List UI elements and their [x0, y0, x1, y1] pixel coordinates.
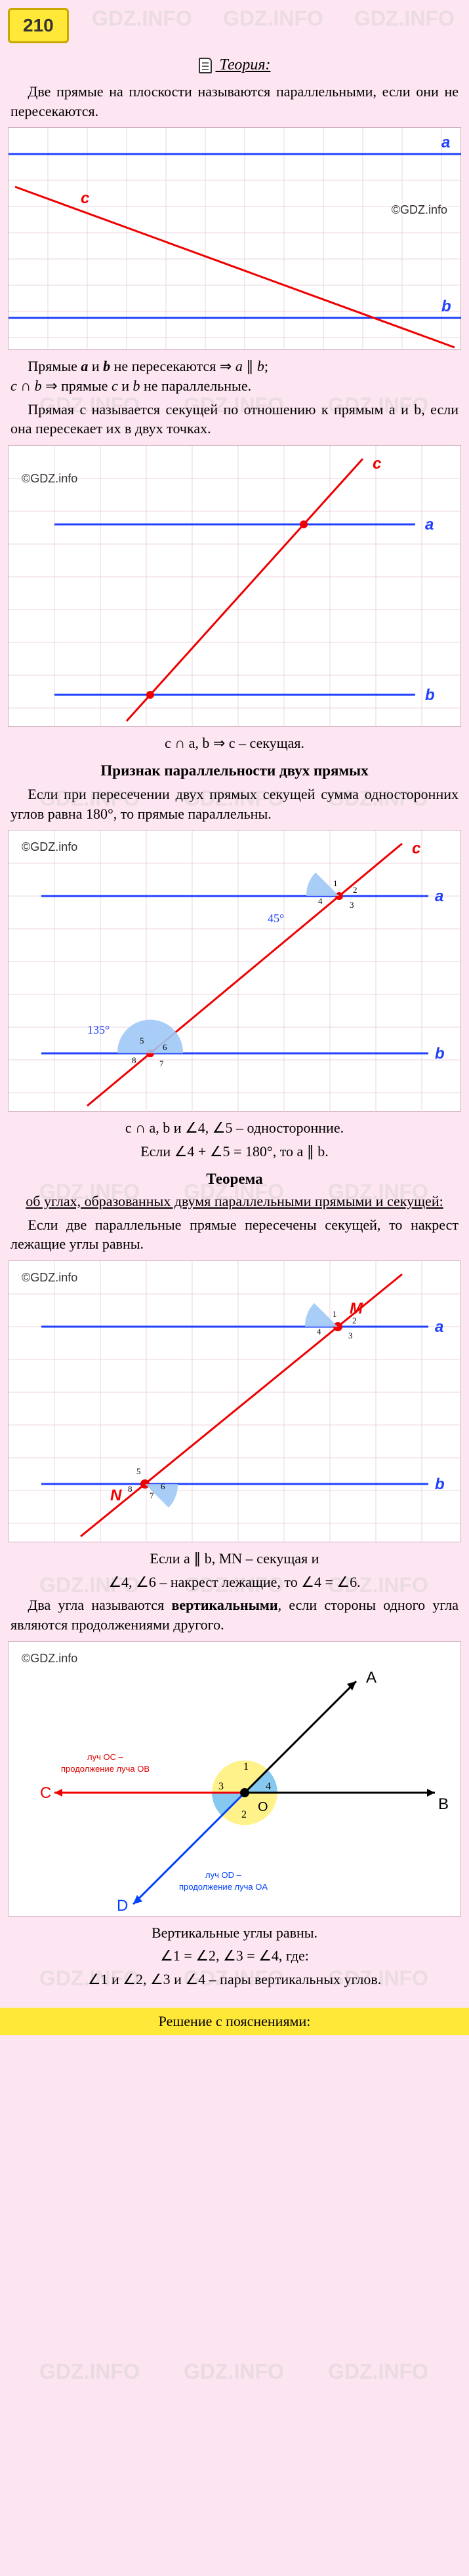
svg-text:b: b [435, 1045, 445, 1063]
label-c: c [81, 189, 89, 207]
theory-heading: Теория: [8, 56, 461, 74]
section-theorem: Теорема [8, 1171, 461, 1188]
label-a: a [425, 516, 434, 534]
svg-text:3: 3 [218, 1781, 224, 1792]
paragraph-secant-result: c ∩ a, b ⇒ c – секущая. [10, 733, 459, 753]
label-b: b [441, 298, 451, 315]
label-b: b [425, 686, 435, 704]
copyright: ©GDZ.info [22, 840, 77, 854]
paragraph-notparallel: Прямые a и b не пересекаются ⇒ a ∥ b; c … [10, 357, 459, 395]
diagram-parallel-lines: a b c ©GDZ.info [8, 127, 461, 350]
watermark: GDZ.INFO [184, 2360, 284, 2384]
ray-text: продолжение луча OB [61, 1764, 150, 1774]
paragraph-vert-equal: Вертикальные углы равны. [10, 1923, 459, 1943]
copyright: ©GDZ.info [392, 203, 447, 217]
label-M: M [350, 1300, 363, 1317]
svg-text:a: a [435, 1318, 443, 1336]
svg-text:a: a [435, 888, 443, 905]
ray-text: луч OC – [87, 1752, 124, 1762]
svg-text:c: c [412, 840, 420, 857]
ray-text: продолжение луча OA [179, 1882, 268, 1892]
label-B: B [438, 1795, 449, 1813]
section-parallelism: Признак параллельности двух прямых [8, 762, 461, 779]
paragraph-theorem: Если две параллельные прямые пересечены … [10, 1215, 459, 1254]
svg-text:3: 3 [350, 900, 354, 910]
svg-text:2: 2 [353, 885, 357, 895]
paragraph-definition: Две прямые на плоскости называются парал… [10, 82, 459, 121]
copyright: ©GDZ.info [22, 1652, 77, 1666]
svg-text:1: 1 [243, 1761, 249, 1772]
label-D: D [117, 1897, 128, 1915]
copyright: ©GDZ.info [22, 1271, 77, 1285]
svg-text:5: 5 [140, 1036, 144, 1045]
theory-label: Теория: [220, 56, 271, 73]
point-bottom [146, 691, 154, 699]
label-a: a [441, 134, 450, 151]
angle-45: 45° [268, 912, 284, 925]
watermark: GDZ.INFO [328, 2360, 428, 2384]
paragraph-vert-eq: ∠1 = ∠2, ∠3 = ∠4, где: [10, 1946, 459, 1966]
svg-text:6: 6 [161, 1481, 165, 1491]
svg-text:4: 4 [317, 1327, 321, 1337]
paragraph-onesided: c ∩ a, b и ∠4, ∠5 – односторонние. [10, 1118, 459, 1138]
svg-text:6: 6 [163, 1042, 167, 1052]
diagram-vertical-angles: A B C D O 1 4 3 2 луч OC – продолжение л… [8, 1641, 461, 1917]
note-icon [199, 58, 212, 73]
section-theorem-sub: об углах, образованных двумя параллельны… [8, 1193, 461, 1210]
label-A: A [366, 1669, 377, 1687]
svg-text:8: 8 [132, 1055, 136, 1065]
svg-text:5: 5 [136, 1466, 141, 1476]
point-top [300, 520, 308, 528]
paragraph-conclusion: Если ∠4 + ∠5 = 180°, то a ∥ b. [10, 1142, 459, 1161]
watermark: GDZ.INFO [223, 7, 323, 31]
diagram-secant: c a b ©GDZ.info [8, 445, 461, 727]
diagram-alternate-angles: 1 2 3 4 5 6 7 8 M N a b ©GDZ.info [8, 1260, 461, 1542]
paragraph-criterion: Если при пересечении двух прямых секущей… [10, 785, 459, 823]
ray-text: луч OD – [205, 1870, 242, 1880]
svg-text:7: 7 [150, 1491, 154, 1500]
angle-135: 135° [87, 1023, 110, 1036]
paragraph-vertical-def: Два угла называются вертикальными, если … [10, 1595, 459, 1634]
label-N: N [110, 1487, 122, 1504]
svg-text:2: 2 [241, 1809, 247, 1820]
line-c [87, 844, 402, 1106]
label-c: c [373, 455, 381, 473]
line-c [15, 187, 455, 347]
watermark: GDZ.INFO [354, 7, 455, 31]
svg-text:4: 4 [266, 1781, 271, 1792]
watermark: GDZ.INFO [92, 7, 192, 31]
label-C: C [40, 1784, 51, 1802]
svg-text:b: b [435, 1475, 445, 1493]
paragraph-secant-def: Прямая c называется секущей по отношению… [10, 400, 459, 439]
svg-text:8: 8 [128, 1484, 133, 1494]
paragraph-alternate: ∠4, ∠6 – накрест лежащие, то ∠4 = ∠6. [10, 1572, 459, 1592]
footer-solution: Решение с пояснениями: [0, 2008, 469, 2035]
paragraph-mn: Если a ∥ b, MN – секущая и [10, 1549, 459, 1569]
label-O: O [258, 1800, 268, 1814]
paragraph-vert-pairs: ∠1 и ∠2, ∠3 и ∠4 – пары вертикальных угл… [10, 1970, 459, 1989]
svg-text:4: 4 [318, 896, 323, 906]
svg-text:1: 1 [333, 878, 338, 888]
line-c [127, 459, 363, 721]
svg-text:3: 3 [348, 1331, 353, 1340]
problem-number-badge: 210 [8, 8, 69, 43]
svg-text:7: 7 [159, 1059, 164, 1068]
copyright: ©GDZ.info [22, 472, 77, 486]
svg-text:1: 1 [333, 1309, 337, 1319]
watermark: GDZ.INFO [39, 2360, 140, 2384]
diagram-angles: 45° 135° 1 2 3 4 5 6 7 8 c a b ©GDZ.info [8, 830, 461, 1112]
